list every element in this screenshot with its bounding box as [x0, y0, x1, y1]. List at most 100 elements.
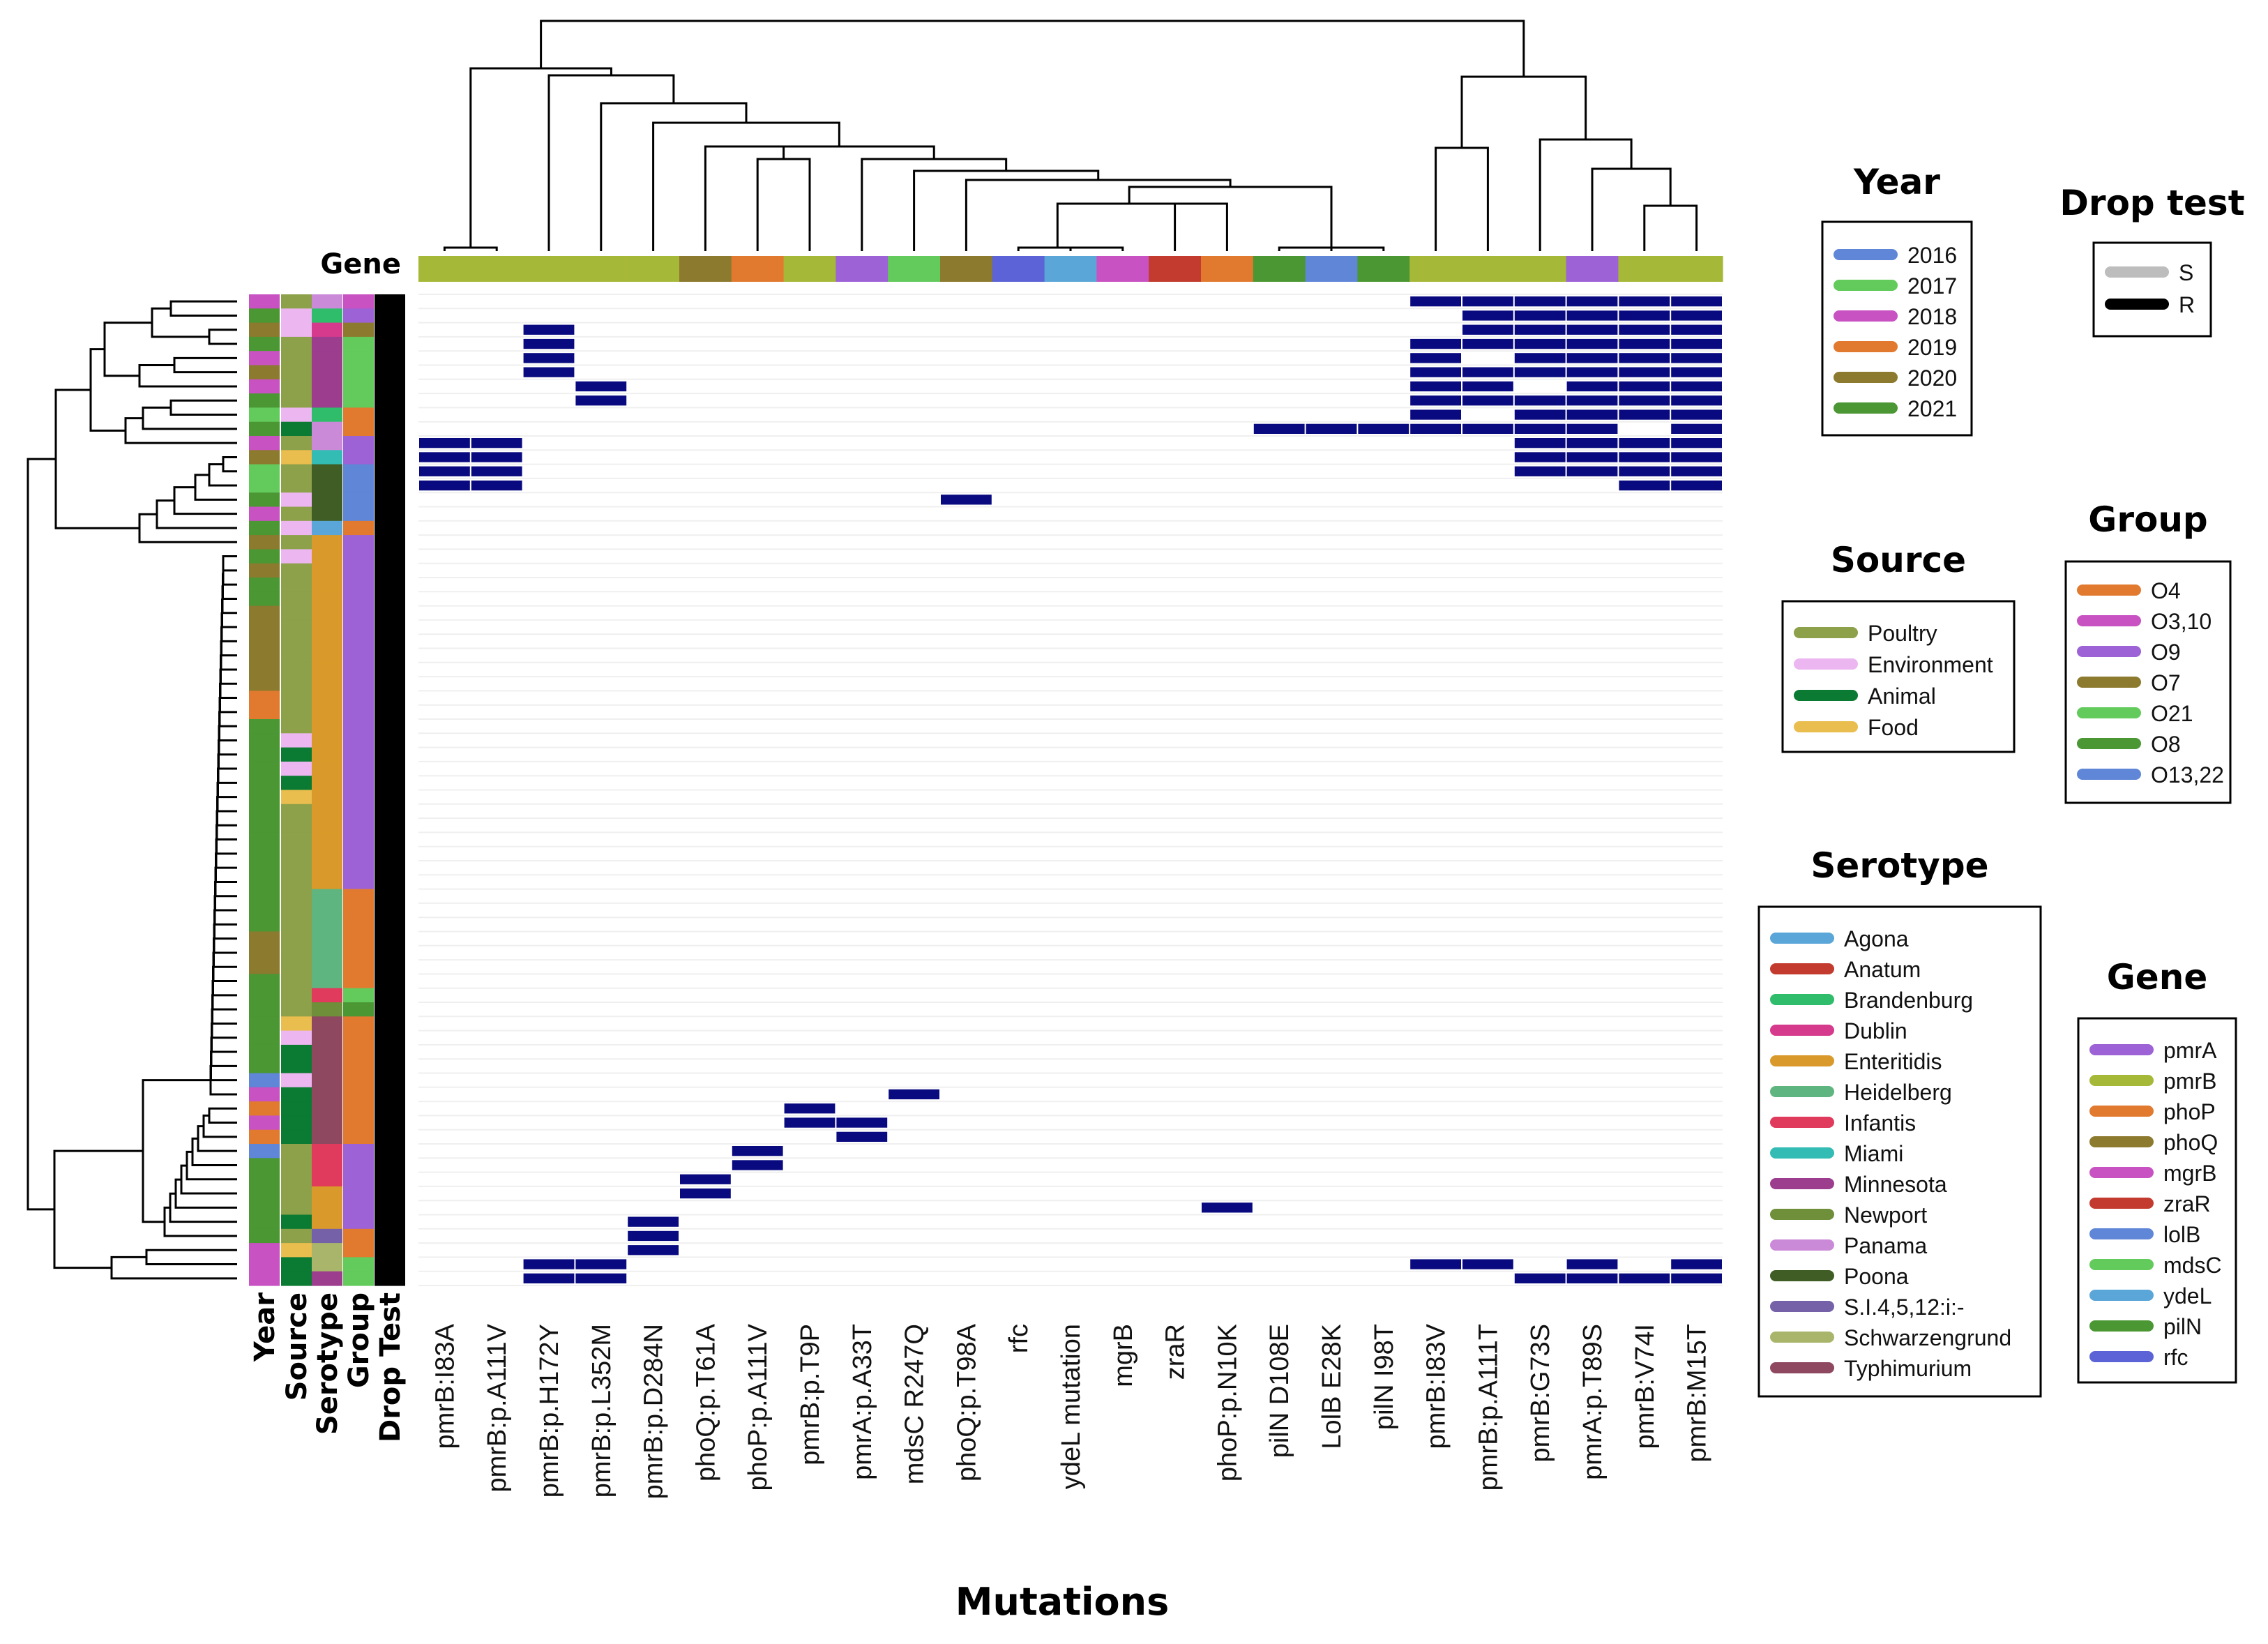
- annotation-label: Serotype: [312, 1292, 344, 1435]
- mutation-cell: [1410, 409, 1461, 420]
- source-cell: [281, 591, 312, 607]
- mutation-cell: [1566, 423, 1618, 434]
- year-cell: [249, 917, 280, 933]
- mutation-cell: [680, 1188, 731, 1199]
- drop-test-cell: [375, 889, 405, 904]
- annotation-label: Drop Test: [375, 1292, 407, 1442]
- dendrogram-branch: [913, 169, 1100, 251]
- group-cell: [343, 1186, 374, 1201]
- serotype-cell: [312, 1257, 342, 1272]
- mutation-cell: [575, 1259, 627, 1269]
- drop-test-cell: [375, 393, 405, 408]
- mutation-cell: [1671, 438, 1722, 448]
- year-cell: [249, 960, 280, 974]
- mutation-cell: [1619, 324, 1670, 335]
- year-cell: [249, 1016, 280, 1032]
- mutation-cell: [1619, 409, 1670, 420]
- gene-cell: [783, 256, 836, 282]
- mutation-cell: [1619, 1273, 1670, 1283]
- serotype-cell: [312, 1243, 342, 1258]
- mutation-cell: [836, 1117, 888, 1128]
- drop-test-cell: [375, 1243, 405, 1258]
- mutation-cell: [1462, 324, 1513, 335]
- serotype-cell: [312, 535, 342, 550]
- source-cell: [281, 945, 312, 960]
- year-cell: [249, 846, 280, 861]
- group-cell: [343, 790, 374, 805]
- serotype-cell: [312, 804, 342, 819]
- dendrogram-branch: [222, 563, 237, 586]
- year-cell: [249, 861, 280, 875]
- year-legend-item: 2019: [1907, 335, 1957, 360]
- mutation-cell: [1514, 324, 1566, 335]
- dendrogram-branch: [861, 158, 1008, 251]
- drop-test-cell: [375, 591, 405, 607]
- gene-cell: [522, 256, 575, 282]
- mutation-cell: [889, 1089, 939, 1100]
- group-cell: [343, 1030, 374, 1046]
- mutation-cell: [1619, 452, 1670, 462]
- year-cell: [249, 662, 280, 677]
- gene-legend-item: pmrB: [2163, 1069, 2216, 1094]
- drop-test-cell: [375, 549, 405, 564]
- drop-test-cell: [375, 960, 405, 974]
- source-legend-title: Source: [1831, 540, 1966, 580]
- column-label: ydeL mutation: [1057, 1324, 1086, 1489]
- group-cell: [343, 1271, 374, 1286]
- serotype-cell: [312, 1073, 342, 1088]
- serotype-cell: [312, 875, 342, 890]
- serotype-cell: [312, 549, 342, 564]
- serotype-legend-item: Newport: [1844, 1202, 1927, 1228]
- drop-test-cell: [375, 719, 405, 734]
- mutation-cell: [1462, 367, 1513, 377]
- source-cell: [281, 719, 312, 734]
- source-cell: [281, 1002, 312, 1017]
- group-cell: [343, 520, 374, 536]
- dendrogram-branch: [756, 158, 811, 251]
- mutation-cell: [628, 1245, 679, 1255]
- drop-test-cell: [375, 1115, 405, 1131]
- drop-test-cell: [375, 436, 405, 451]
- serotype-cell: [312, 761, 342, 776]
- source-cell: [281, 1115, 312, 1131]
- serotype-cell: [312, 478, 342, 493]
- source-legend-item: Animal: [1868, 684, 1936, 709]
- drop-test-cell: [375, 875, 405, 890]
- serotype-cell: [312, 308, 342, 324]
- x-axis-label: Mutations: [955, 1580, 1169, 1624]
- dendrogram-branch: [1643, 204, 1698, 251]
- gene-bar-label: Gene: [320, 248, 401, 280]
- column-label: mdsC R247Q: [900, 1324, 930, 1484]
- source-cell: [281, 988, 312, 1003]
- mutation-cell: [1566, 438, 1618, 448]
- gene-cell: [1618, 256, 1671, 282]
- group-cell: [343, 351, 374, 366]
- column-label: pmrB:p.T9P: [796, 1324, 825, 1465]
- group-legend-item: O4: [2151, 578, 2181, 603]
- source-cell: [281, 563, 312, 578]
- group-cell: [343, 1115, 374, 1131]
- gene-cell: [1357, 256, 1410, 282]
- source-cell: [281, 733, 312, 748]
- year-cell: [249, 379, 280, 394]
- group-cell: [343, 804, 374, 819]
- year-cell: [249, 1115, 280, 1131]
- mutation-cell: [1410, 423, 1461, 434]
- gene-cell: [888, 256, 941, 282]
- serotype-cell: [312, 861, 342, 875]
- mutation-cell: [419, 466, 470, 476]
- mutation-cell: [1202, 1202, 1253, 1213]
- drop-test-cell: [375, 832, 405, 847]
- source-cell: [281, 917, 312, 933]
- group-cell: [343, 719, 374, 734]
- source-cell: [281, 365, 312, 380]
- drop-test-cell: [375, 974, 405, 989]
- gene-legend-item: mgrB: [2163, 1161, 2216, 1186]
- group-legend-item: O8: [2151, 732, 2181, 757]
- year-cell: [249, 1214, 280, 1230]
- group-legend-item: O21: [2151, 701, 2193, 726]
- column-label: mgrB: [1109, 1324, 1138, 1387]
- year-cell: [249, 790, 280, 805]
- source-cell: [281, 704, 312, 720]
